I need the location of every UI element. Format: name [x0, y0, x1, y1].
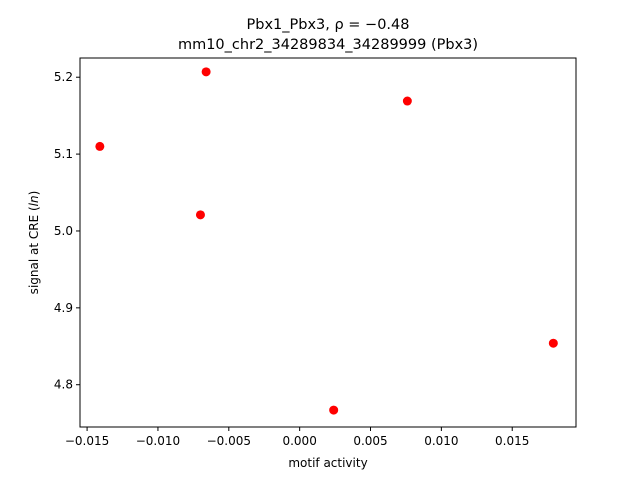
y-tick-label: 5.1: [54, 147, 73, 161]
y-tick-label: 5.0: [54, 224, 73, 238]
x-axis-label: motif activity: [288, 456, 367, 470]
data-point: [548, 338, 558, 348]
y-axis-label-prefix: signal at CRE (: [27, 206, 41, 294]
y-tick-label: 4.9: [54, 301, 73, 315]
x-tick-label: 0.015: [495, 434, 529, 448]
y-tick-label: 4.8: [54, 378, 73, 392]
y-axis-label: signal at CRE (ln): [27, 191, 41, 295]
x-tick-label: −0.010: [136, 434, 180, 448]
data-point: [95, 141, 105, 151]
plot-frame: [79, 57, 577, 428]
data-point: [329, 405, 339, 415]
x-tick-label: 0.010: [424, 434, 458, 448]
data-point: [201, 67, 211, 77]
x-tick-label: −0.015: [65, 434, 109, 448]
y-axis-label-suffix: ): [27, 191, 41, 196]
chart-title-line2: mm10_chr2_34289834_34289999 (Pbx3): [178, 37, 478, 53]
data-point: [402, 96, 412, 106]
chart-title-line1: Pbx1_Pbx3, ρ = −0.48: [247, 17, 410, 33]
x-axis-ticks: −0.015 −0.010 −0.005 0.000 0.005 0.010 0.015: [65, 427, 529, 448]
data-points: [95, 67, 558, 415]
x-tick-label: −0.005: [207, 434, 251, 448]
y-tick-label: 5.2: [54, 70, 73, 84]
x-tick-label: 0.000: [282, 434, 316, 448]
y-axis-ticks: 4.8 4.9 5.0 5.1 5.2: [54, 70, 80, 392]
x-tick-label: 0.005: [353, 434, 387, 448]
data-point: [195, 210, 205, 220]
y-axis-label-italic: ln: [27, 195, 41, 206]
